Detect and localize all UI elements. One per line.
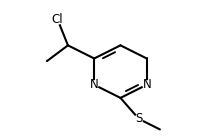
Circle shape bbox=[90, 81, 98, 89]
Circle shape bbox=[135, 115, 143, 123]
Text: N: N bbox=[90, 78, 98, 91]
Circle shape bbox=[143, 81, 151, 89]
Text: N: N bbox=[142, 78, 151, 91]
Circle shape bbox=[52, 14, 62, 24]
Text: Cl: Cl bbox=[52, 13, 63, 26]
Text: S: S bbox=[135, 112, 143, 125]
